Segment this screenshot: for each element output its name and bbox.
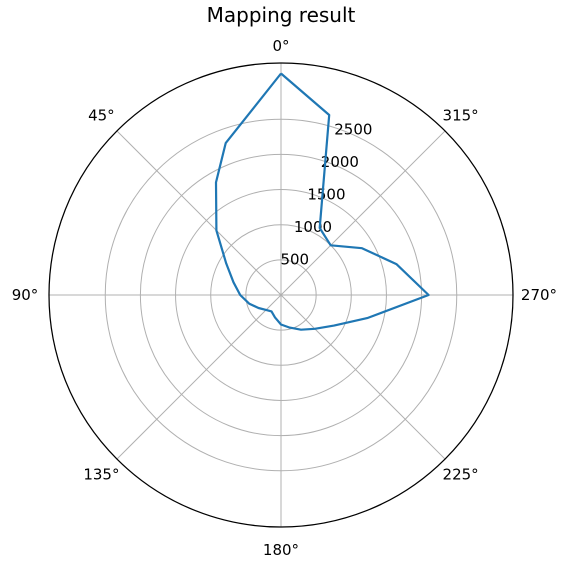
theta-tick-label-0: 0° — [272, 37, 289, 55]
grid-spoke-225 — [280, 294, 446, 460]
theta-tick-label-180: 180° — [263, 541, 299, 559]
grid-spoke-315 — [280, 130, 446, 296]
series-layer — [214, 72, 430, 331]
r-tick-label: 1000 — [294, 218, 332, 236]
theta-tick-label-90: 90° — [12, 286, 39, 304]
grid-spoke-45 — [116, 130, 282, 296]
series-line-0 — [214, 72, 430, 331]
polar-grid — [49, 63, 513, 527]
r-tick-label: 500 — [280, 251, 309, 269]
angular-tick-labels: 0° 45° 90° 135° 180° 225° 270° 315° — [12, 37, 557, 559]
theta-tick-label-45: 45° — [88, 106, 115, 124]
r-tick-label: 1500 — [307, 186, 345, 204]
r-tick-label: 2000 — [321, 153, 359, 171]
theta-tick-label-315: 315° — [443, 106, 479, 124]
r-tick-label: 2500 — [334, 121, 372, 139]
theta-tick-label-270: 270° — [521, 286, 557, 304]
chart-title: Mapping result — [207, 3, 356, 27]
grid-spoke-135 — [116, 294, 282, 460]
theta-tick-label-225: 225° — [443, 466, 479, 484]
polar-frame — [48, 62, 514, 528]
theta-tick-label-135: 135° — [83, 466, 119, 484]
